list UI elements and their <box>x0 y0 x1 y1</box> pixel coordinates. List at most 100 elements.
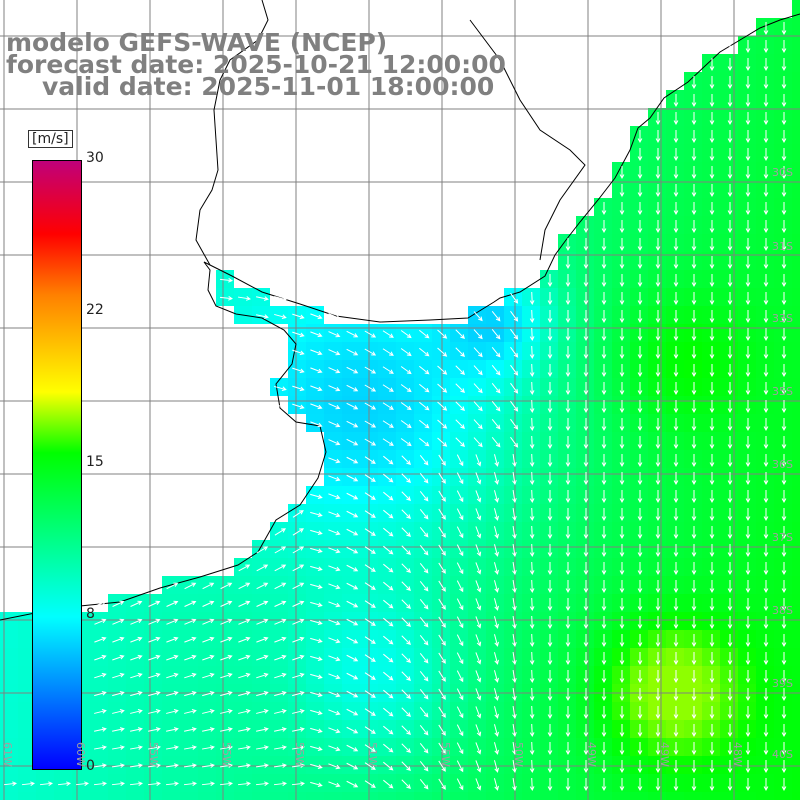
wind-cell <box>594 468 612 486</box>
wind-cell <box>540 648 558 666</box>
wind-arrow <box>346 474 359 482</box>
wind-arrow <box>745 454 751 468</box>
wind-cell <box>252 288 270 306</box>
wind-arrow <box>346 402 359 410</box>
wind-cell <box>576 468 594 486</box>
wind-arrow <box>112 690 125 697</box>
wind-arrow <box>419 491 429 502</box>
wind-arrow <box>346 528 359 536</box>
wind-cell <box>648 198 666 216</box>
wind-cell <box>504 774 522 792</box>
wind-arrow <box>601 418 607 432</box>
wind-cell <box>612 630 630 648</box>
wind-cell <box>576 756 594 774</box>
wind-cell <box>612 234 630 252</box>
wind-arrow <box>310 421 323 428</box>
wind-cell <box>648 234 666 252</box>
wind-arrow <box>745 436 751 450</box>
wind-arrow <box>328 655 341 662</box>
wind-cell <box>738 144 756 162</box>
wind-cell <box>738 504 756 522</box>
wind-arrow <box>382 348 394 356</box>
wind-cell <box>702 360 720 378</box>
wind-arrow <box>673 616 679 630</box>
wind-cell <box>756 18 774 36</box>
wind-arrow <box>292 403 305 410</box>
wind-arrow <box>727 742 733 756</box>
wind-cell <box>252 612 270 630</box>
wind-arrow <box>184 654 197 661</box>
wind-cell <box>774 288 792 306</box>
wind-arrow <box>346 708 359 716</box>
wind-cell <box>612 396 630 414</box>
wind-cell <box>540 558 558 576</box>
wind-cell <box>774 630 792 648</box>
wind-cell <box>738 180 756 198</box>
lon-label: 49W <box>585 742 598 767</box>
wind-arrow <box>456 688 464 701</box>
wind-arrow <box>745 778 751 792</box>
wind-cell <box>648 324 666 342</box>
wind-cell <box>468 666 486 684</box>
wind-arrow <box>202 745 215 750</box>
wind-cell <box>468 774 486 792</box>
wind-arrow <box>419 401 430 411</box>
wind-arrow <box>601 310 607 324</box>
wind-cell <box>720 342 738 360</box>
wind-arrow <box>401 509 411 520</box>
wind-cell <box>666 144 684 162</box>
wind-cell <box>630 216 648 234</box>
wind-arrow <box>512 651 517 665</box>
wind-arrow <box>637 436 643 450</box>
wind-arrow <box>565 400 571 414</box>
wind-cell <box>756 288 774 306</box>
wind-arrow <box>400 402 412 411</box>
wind-arrow <box>438 760 446 772</box>
wind-cell <box>324 792 342 800</box>
wind-arrow <box>763 400 769 414</box>
wind-cell <box>54 774 72 792</box>
wind-arrow <box>781 382 787 396</box>
wind-cell <box>702 234 720 252</box>
wind-cell <box>648 342 666 360</box>
wind-arrow <box>583 364 589 378</box>
wind-cell <box>576 594 594 612</box>
wind-cell <box>486 558 504 576</box>
wind-cell <box>234 792 252 800</box>
wind-arrow <box>419 779 429 790</box>
wind-cell <box>198 792 216 800</box>
wind-cell <box>774 198 792 216</box>
wind-cell <box>252 540 270 558</box>
wind-arrow <box>438 490 446 502</box>
wind-cell <box>756 432 774 450</box>
wind-cell <box>702 324 720 342</box>
wind-cell <box>648 126 666 144</box>
wind-cell <box>792 450 800 468</box>
wind-arrow <box>419 617 429 628</box>
wind-cell <box>666 486 684 504</box>
wind-cell <box>288 594 306 612</box>
wind-cell <box>720 54 738 72</box>
wind-arrow <box>383 491 394 501</box>
wind-arrow <box>781 220 787 234</box>
wind-arrow <box>745 382 751 396</box>
wind-arrow <box>383 455 394 465</box>
wind-cell <box>774 504 792 522</box>
wind-cell <box>540 792 558 800</box>
wind-vectors <box>3 22 787 792</box>
colorbar-tick-15: 15 <box>86 454 104 470</box>
wind-arrow <box>565 508 571 522</box>
wind-arrow <box>438 580 446 592</box>
wind-cell <box>576 288 594 306</box>
wind-arrow <box>781 112 787 126</box>
wind-arrow <box>781 310 787 324</box>
wind-cell <box>18 738 36 756</box>
wind-arrow <box>383 563 394 573</box>
wind-arrow <box>763 472 769 486</box>
wind-arrow <box>565 616 571 630</box>
wind-arrow <box>565 634 571 648</box>
wind-arrow <box>512 741 517 755</box>
wind-arrow <box>456 508 464 521</box>
wind-cell <box>576 342 594 360</box>
